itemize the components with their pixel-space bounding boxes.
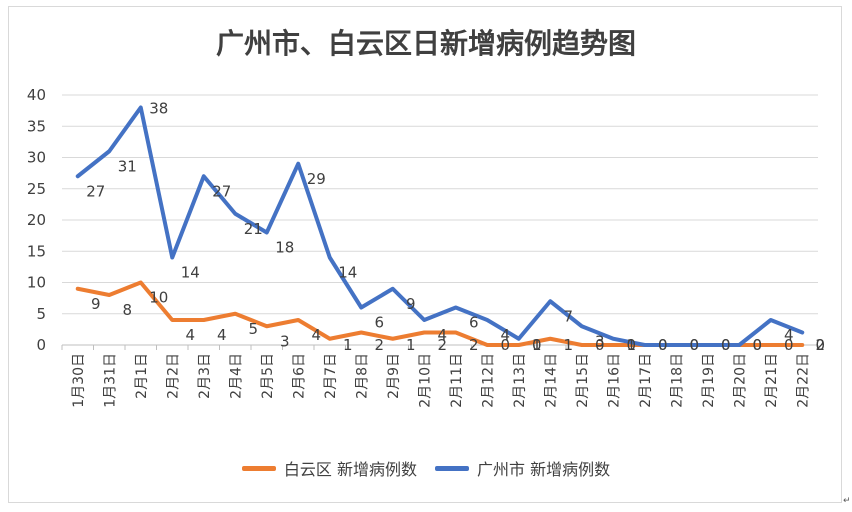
data-label-baiyun: 2: [437, 336, 447, 354]
legend-label-guangzhou: 广州市 新增病例数: [477, 460, 611, 479]
x-tick-label: 2月14日: [543, 353, 559, 408]
x-tick-label: 2月19日: [701, 353, 717, 408]
x-tick-label: 2月5日: [260, 353, 276, 399]
x-tick-label: 2月11日: [449, 353, 465, 408]
data-label-baiyun: 0: [500, 336, 510, 354]
data-label-baiyun: 1: [563, 336, 573, 354]
x-tick-label: 2月17日: [638, 353, 654, 408]
data-label-guangzhou: 4: [437, 326, 447, 344]
x-tick-label: 2月12日: [480, 353, 496, 408]
data-label-baiyun: 3: [280, 332, 290, 350]
legend-label-baiyun: 白云区 新增病例数: [283, 460, 417, 479]
x-tick-label: 2月18日: [669, 353, 685, 408]
data-label-baiyun: 1: [343, 336, 353, 354]
data-label-baiyun: 4: [185, 326, 195, 344]
chart-frame: [8, 6, 842, 503]
data-label-baiyun: 0: [721, 336, 731, 354]
legend-item-guangzhou: 广州市 新增病例数: [435, 456, 610, 480]
data-label-baiyun: 8: [122, 301, 132, 319]
data-label-guangzhou: 18: [275, 239, 294, 257]
data-label-baiyun: 0: [595, 336, 605, 354]
data-label-guangzhou: 1: [532, 336, 542, 354]
x-tick-label: 2月4日: [228, 353, 244, 399]
data-label-baiyun: 10: [149, 289, 168, 307]
data-label-guangzhou: 31: [118, 157, 137, 175]
data-label-baiyun: 9: [91, 295, 101, 313]
data-label-baiyun: 4: [217, 326, 227, 344]
data-label-guangzhou: 0: [689, 336, 699, 354]
data-label-baiyun: 0: [532, 336, 542, 354]
chart-title: 广州市、白云区日新增病例趋势图: [215, 27, 636, 60]
y-tick-label: 10: [27, 274, 46, 292]
data-label-guangzhou: 14: [338, 264, 357, 282]
y-tick-label: 35: [27, 117, 46, 135]
data-label-baiyun: 0: [626, 336, 636, 354]
data-label-guangzhou: 27: [86, 182, 105, 200]
data-label-baiyun: 2: [374, 336, 384, 354]
data-label-guangzhou: 4: [500, 326, 510, 344]
x-tick-label: 2月15日: [575, 353, 591, 408]
data-label-guangzhou: 29: [307, 170, 326, 188]
x-tick-label: 2月22日: [795, 353, 811, 408]
y-tick-label: 5: [36, 305, 46, 323]
y-tick-label: 15: [27, 242, 46, 260]
data-label-guangzhou: 0: [658, 336, 668, 354]
legend-item-baiyun: 白云区 新增病例数: [241, 456, 417, 480]
y-tick-label: 20: [27, 211, 46, 229]
data-label-guangzhou: 27: [212, 182, 231, 200]
data-label-guangzhou: 38: [149, 100, 168, 118]
x-tick-label: 2月16日: [606, 353, 622, 408]
x-tick-label: 2月2日: [165, 353, 181, 399]
x-tick-label: 2月3日: [197, 353, 213, 399]
legend-swatch-guangzhou: [435, 465, 469, 471]
data-label-guangzhou: 3: [595, 332, 605, 350]
y-tick-label: 30: [27, 149, 46, 167]
data-label-baiyun: 0: [815, 336, 825, 354]
y-tick-label: 40: [27, 86, 46, 104]
data-label-baiyun: 0: [752, 336, 762, 354]
data-label-guangzhou: 2: [815, 336, 825, 354]
data-label-baiyun: 4: [311, 326, 321, 344]
chart-legend: 白云区 新增病例数 广州市 新增病例数: [0, 456, 852, 480]
paragraph-mark: ↵: [843, 496, 851, 506]
data-label-guangzhou: 14: [181, 264, 200, 282]
x-tick-label: 2月7日: [323, 353, 339, 399]
x-tick-label: 2月21日: [764, 353, 780, 408]
data-label-guangzhou: 21: [244, 220, 263, 238]
x-tick-label: 2月13日: [512, 353, 528, 408]
y-tick-label: 0: [36, 336, 46, 354]
legend-swatch-baiyun: [241, 465, 276, 471]
data-label-baiyun: 0: [658, 336, 668, 354]
x-tick-label: 1月30日: [71, 353, 87, 408]
data-label-baiyun: 5: [248, 320, 258, 338]
data-label-guangzhou: 4: [784, 326, 794, 344]
data-label-baiyun: 1: [406, 336, 416, 354]
data-label-baiyun: 2: [469, 336, 479, 354]
x-tick-label: 2月9日: [386, 353, 402, 399]
x-tick-label: 2月8日: [354, 353, 370, 399]
series-line-guangzhou: [75, 105, 805, 347]
data-label-guangzhou: 6: [469, 314, 479, 332]
x-tick-label: 2月10日: [417, 353, 433, 408]
x-tick-label: 2月1日: [134, 353, 150, 399]
data-label-guangzhou: 9: [406, 295, 416, 313]
data-label-guangzhou: 6: [374, 314, 384, 332]
x-tick-label: 1月31日: [102, 353, 118, 408]
x-tick-label: 2月20日: [732, 353, 748, 408]
y-tick-label: 25: [27, 180, 46, 198]
data-label-baiyun: 0: [784, 336, 794, 354]
data-label-guangzhou: 0: [752, 336, 762, 354]
data-label-guangzhou: 0: [721, 336, 731, 354]
x-tick-label: 2月6日: [291, 353, 307, 399]
data-label-guangzhou: 7: [563, 307, 573, 325]
data-label-guangzhou: 1: [626, 336, 636, 354]
data-label-baiyun: 0: [689, 336, 699, 354]
